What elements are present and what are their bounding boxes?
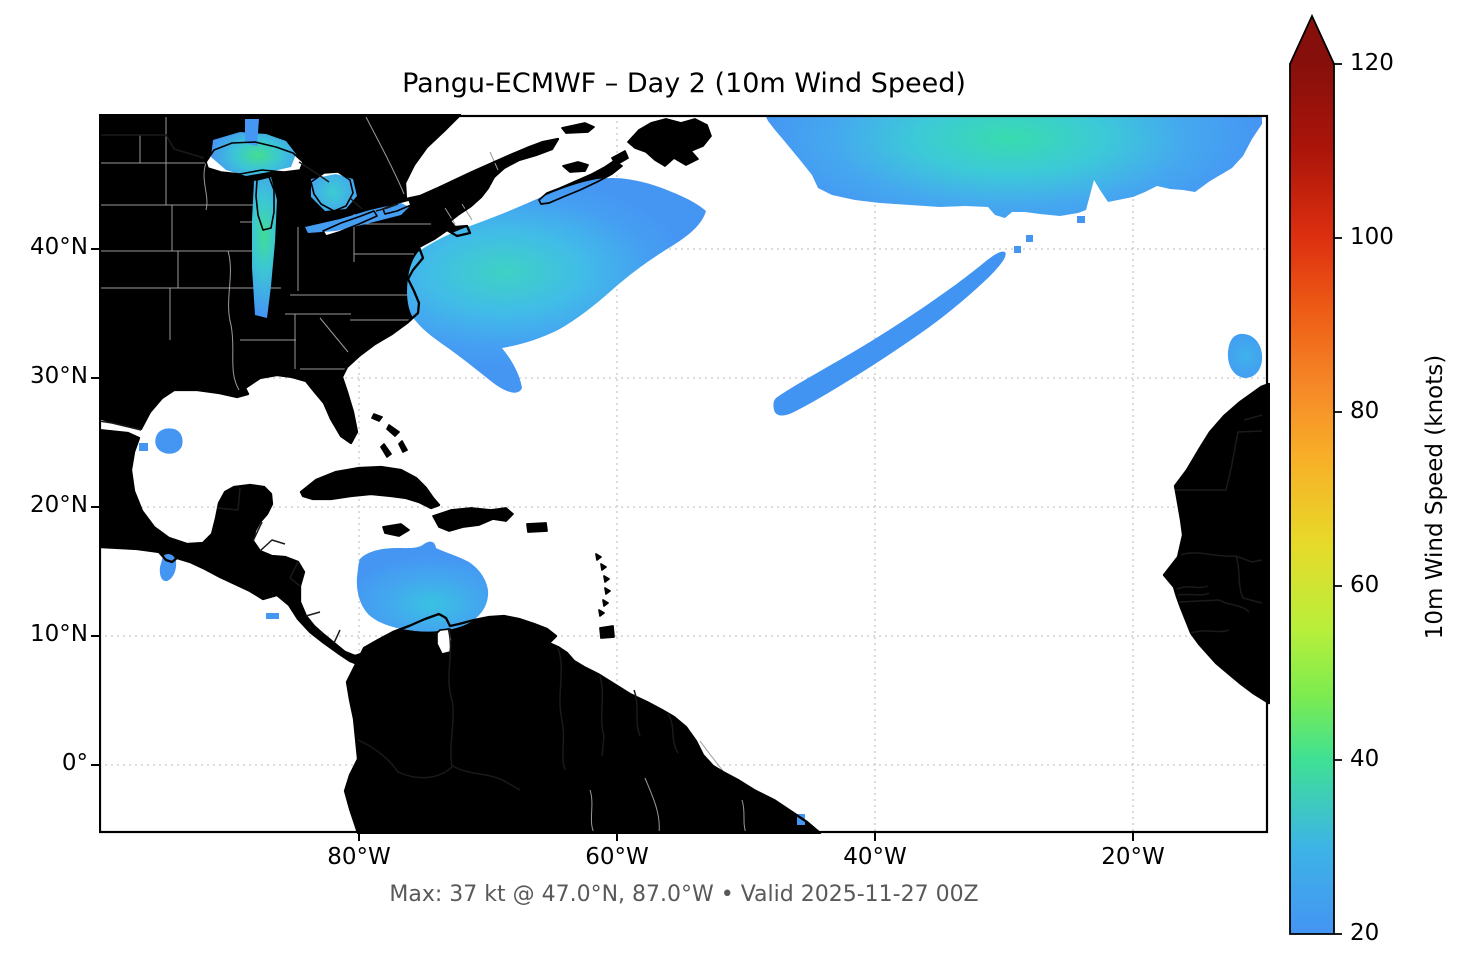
- y-tick: [91, 506, 99, 508]
- colorbar-gradient-bar: [1289, 13, 1335, 935]
- y-tick-label: 10°N: [30, 621, 88, 647]
- y-tick: [91, 377, 99, 379]
- colorbar-tick-label: 60: [1350, 572, 1380, 598]
- colorbar-tick-label: 100: [1350, 224, 1394, 250]
- x-tick: [616, 833, 618, 841]
- colorbar-axis-label: 10m Wind Speed (knots): [1422, 354, 1448, 640]
- wind-speck: [1077, 216, 1085, 223]
- x-tick-label: 20°W: [1101, 844, 1165, 870]
- x-tick-label: 40°W: [843, 844, 907, 870]
- colorbar-tick-label: 80: [1350, 398, 1380, 424]
- y-tick-label: 30°N: [30, 363, 88, 389]
- wind-speck: [139, 443, 148, 451]
- wind-patch-superior-plume: [245, 119, 259, 146]
- map-canvas: [99, 114, 1270, 834]
- wind-patch-east-coast-atlantic: [407, 177, 706, 393]
- wind-patch-madeira: [1227, 333, 1263, 378]
- colorbar-tick-label: 20: [1350, 920, 1380, 946]
- y-tick: [91, 635, 99, 637]
- plot-frame: [99, 114, 1269, 834]
- colorbar-tick-label: 40: [1350, 746, 1380, 772]
- colorbar-tick-label: 120: [1350, 50, 1394, 76]
- wind-patch-tehuantepec: [159, 553, 177, 582]
- wind-patch-caribbean: [356, 541, 489, 632]
- y-tick: [91, 764, 99, 766]
- country-borders: [99, 134, 1263, 791]
- y-tick-label: 0°: [61, 750, 88, 776]
- y-tick-label: 40°N: [30, 234, 88, 260]
- wind-patch-north-atlantic-band: [766, 117, 1262, 218]
- wind-speck: [1026, 235, 1033, 242]
- wind-speck-brazil: [797, 814, 805, 825]
- x-tick-label: 60°W: [585, 844, 649, 870]
- x-tick: [358, 833, 360, 841]
- colorbar-tick-marks: [1334, 63, 1342, 935]
- wind-speck: [1014, 246, 1021, 253]
- y-tick-label: 20°N: [30, 492, 88, 518]
- page-title: Pangu-ECMWF – Day 2 (10m Wind Speed): [402, 68, 966, 99]
- y-tick: [91, 248, 99, 250]
- wind-patch-diagonal-streak: [773, 251, 1006, 416]
- x-tick-label: 80°W: [327, 844, 391, 870]
- x-tick: [1132, 833, 1134, 841]
- wind-patch-gulf-of-mexico: [155, 428, 183, 454]
- colorbar: [1289, 13, 1342, 935]
- x-tick: [874, 833, 876, 841]
- max-valid-annotation: Max: 37 kt @ 47.0°N, 87.0°W • Valid 2025…: [389, 882, 979, 907]
- wind-patch-lake-huron: [311, 174, 357, 211]
- wind-speck-nicaragua: [266, 613, 279, 619]
